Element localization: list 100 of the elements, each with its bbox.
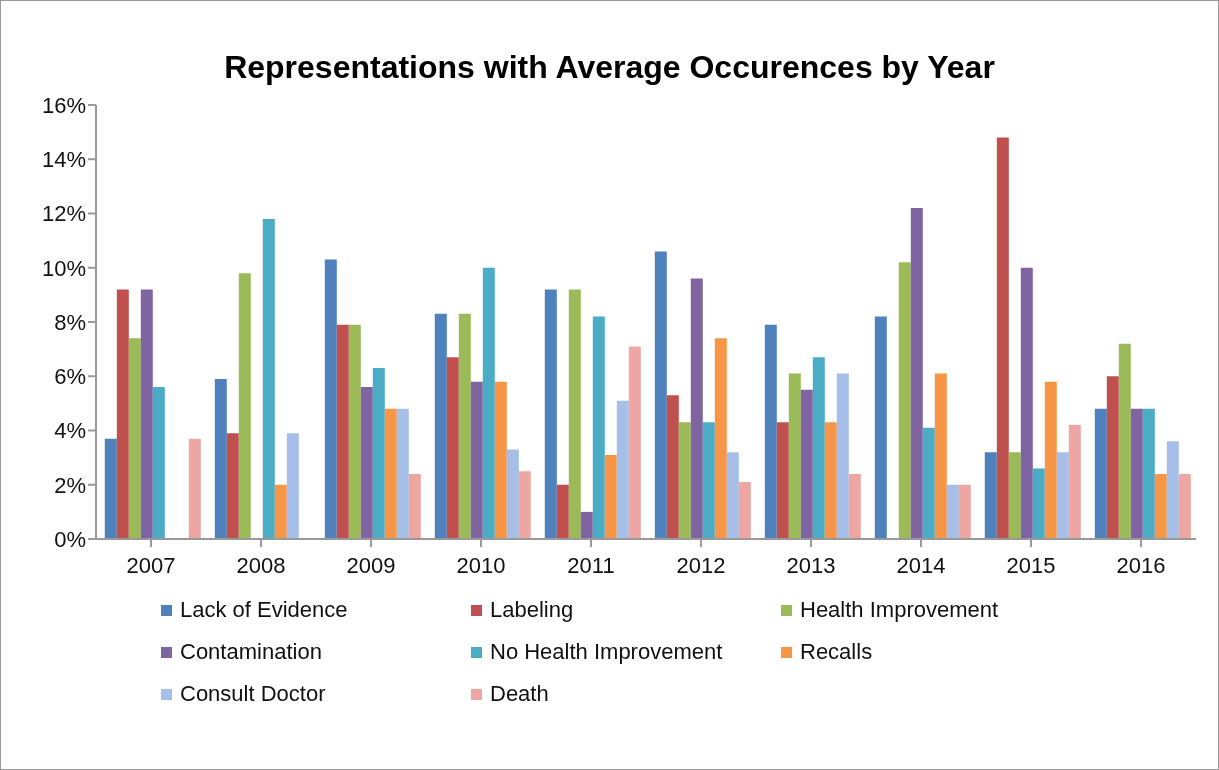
bar xyxy=(336,324,349,539)
bar xyxy=(104,438,117,539)
bar xyxy=(714,338,727,539)
x-tick-label: 2014 xyxy=(896,552,946,578)
y-tick-label: 16% xyxy=(41,92,86,118)
y-tick-label: 8% xyxy=(54,309,86,335)
bar xyxy=(812,357,825,539)
y-tick-label: 12% xyxy=(41,201,86,227)
bar xyxy=(958,484,971,539)
bar xyxy=(946,484,959,539)
bar xyxy=(506,449,519,539)
bar xyxy=(372,368,385,539)
x-tick-label: 2009 xyxy=(346,552,396,578)
bar xyxy=(984,452,997,539)
bar xyxy=(666,395,679,539)
bar xyxy=(214,378,227,539)
bar xyxy=(408,473,421,539)
bar xyxy=(616,400,629,539)
bar xyxy=(1142,408,1155,539)
bar xyxy=(628,346,641,539)
bar xyxy=(910,208,923,539)
bar xyxy=(836,373,849,539)
bar xyxy=(116,289,129,539)
bar xyxy=(1044,381,1057,539)
bar xyxy=(494,381,507,539)
bar xyxy=(1094,408,1107,539)
bar xyxy=(470,381,483,539)
bar xyxy=(592,316,605,539)
bar xyxy=(738,482,751,539)
y-tick-label: 4% xyxy=(54,418,86,444)
bar xyxy=(1032,468,1045,539)
bar xyxy=(1106,376,1119,539)
bar xyxy=(1178,473,1191,539)
bar xyxy=(702,422,715,539)
bar xyxy=(898,262,911,539)
legend-label: Death xyxy=(490,681,549,707)
bar xyxy=(580,511,593,539)
bar xyxy=(568,289,581,539)
bar xyxy=(934,373,947,539)
bar xyxy=(348,324,361,539)
bar xyxy=(482,267,495,539)
x-tick-label: 2008 xyxy=(236,552,286,578)
bar xyxy=(1008,452,1021,539)
bar xyxy=(1130,408,1143,539)
x-tick-label: 2007 xyxy=(126,552,176,578)
bar xyxy=(1068,425,1081,539)
bar xyxy=(286,433,299,539)
bar xyxy=(128,338,141,539)
x-tick-label: 2013 xyxy=(786,552,836,578)
bar xyxy=(764,324,777,539)
bar xyxy=(824,422,837,539)
bar xyxy=(446,357,459,539)
bar xyxy=(518,471,531,539)
bar xyxy=(788,373,801,539)
bar xyxy=(188,438,201,539)
bar xyxy=(776,422,789,539)
bar xyxy=(226,433,239,539)
bar xyxy=(152,387,165,539)
x-tick-label: 2012 xyxy=(676,552,726,578)
y-tick-label: 2% xyxy=(54,472,86,498)
x-tick-label: 2011 xyxy=(567,552,615,578)
y-tick-label: 6% xyxy=(54,364,86,390)
bar xyxy=(1020,267,1033,539)
bar xyxy=(360,387,373,539)
bar xyxy=(1154,473,1167,539)
chart-title: Representations with Average Occurences by Year xyxy=(223,48,996,87)
bar xyxy=(1118,343,1131,539)
bar xyxy=(690,278,703,539)
legend-label: Consult Doctor xyxy=(180,681,326,707)
x-tick-label: 2015 xyxy=(1006,552,1056,578)
x-tick-label: 2016 xyxy=(1116,552,1166,578)
bar xyxy=(238,273,251,539)
legend-label: Health Improvement xyxy=(800,597,999,623)
bar xyxy=(874,316,887,539)
legend-label: No Health Improvement xyxy=(490,639,723,665)
bar xyxy=(996,137,1009,539)
bar xyxy=(1056,452,1069,539)
y-tick-label: 0% xyxy=(54,526,86,552)
bar xyxy=(458,313,471,539)
bar xyxy=(434,313,447,539)
legend-label: Labeling xyxy=(490,597,574,623)
bar xyxy=(396,408,409,539)
bar xyxy=(556,484,569,539)
bar xyxy=(140,289,153,539)
y-tick-label: 10% xyxy=(41,255,86,281)
legend-label: Contamination xyxy=(180,639,322,665)
bar xyxy=(604,454,617,539)
bar xyxy=(544,289,557,539)
bar xyxy=(726,452,739,539)
bar xyxy=(654,251,667,539)
x-tick-label: 2010 xyxy=(456,552,506,578)
bar xyxy=(922,427,935,539)
legend-label: Recalls xyxy=(800,639,873,665)
bar xyxy=(262,218,275,539)
bar xyxy=(848,473,861,539)
legend-label: Lack of Evidence xyxy=(180,597,348,623)
bar xyxy=(1166,441,1179,539)
bar xyxy=(384,408,397,539)
bar xyxy=(678,422,691,539)
y-tick-label: 14% xyxy=(41,147,86,173)
